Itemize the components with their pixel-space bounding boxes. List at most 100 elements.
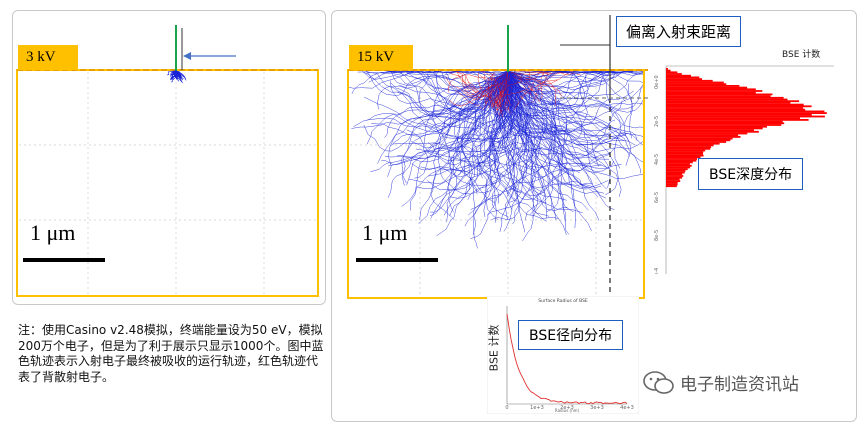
footnote: 注：使用Casino v2.48模拟，终端能量设为50 eV，模拟200万个电子… — [18, 323, 324, 384]
backscattered-trajectory — [507, 71, 563, 97]
absorbed-trajectory — [507, 71, 622, 197]
absorbed-trajectory — [507, 71, 560, 225]
depth-histogram-bar — [666, 141, 727, 143]
absorbed-trajectory — [507, 71, 604, 112]
depth-histogram-bar — [666, 74, 691, 77]
depth-histogram-bar — [666, 105, 812, 108]
absorbed-trajectory — [371, 71, 511, 136]
depth-histogram-bar — [666, 134, 739, 137]
absorbed-trajectory — [468, 71, 509, 194]
absorbed-trajectory — [417, 71, 509, 83]
radial-chart-title: Surface Radius of BSE — [538, 298, 588, 304]
depth-histogram-bar — [666, 120, 783, 123]
depth-histogram-bar — [666, 144, 714, 147]
depth-histogram-bar — [666, 154, 704, 157]
absorbed-trajectory — [507, 71, 643, 163]
right-voltage-label: 15 kV — [349, 45, 413, 70]
depth-histogram-bar — [666, 76, 700, 79]
absorbed-trajectory — [384, 71, 509, 138]
backscattered-trajectory — [448, 71, 509, 107]
depth-histogram-bar — [666, 168, 688, 171]
depth-histogram-bar — [666, 69, 671, 72]
watermark-text: 电子制造资讯站 — [680, 374, 799, 395]
absorbed-trajectory — [492, 71, 547, 203]
depth-histogram-bar — [666, 136, 741, 138]
absorbed-trajectory — [501, 71, 551, 198]
depth-histogram-bar — [666, 125, 767, 128]
depth-histogram-bar — [666, 90, 763, 92]
depth-histogram-bar — [666, 119, 809, 121]
depth-histogram-bar — [666, 96, 784, 99]
absorbed-trajectory — [506, 71, 625, 158]
absorbed-trajectory — [470, 71, 509, 239]
absorbed-trajectory — [414, 71, 509, 179]
absorbed-trajectory — [507, 71, 643, 113]
absorbed-trajectory — [488, 71, 511, 218]
absorbed-trajectory — [470, 71, 509, 210]
absorbed-trajectory — [418, 71, 509, 224]
absorbed-trajectory — [507, 71, 633, 95]
absorbed-trajectory — [507, 71, 545, 194]
radial-chart-xlabel: Radius (nm) — [555, 408, 580, 413]
depth-chart-title: BSE 计数 — [782, 48, 820, 60]
depth-histogram-bar — [666, 88, 756, 91]
depth-histogram-bar — [666, 108, 806, 111]
depth-tick-label: 0e+0 — [654, 75, 660, 89]
absorbed-trajectory — [507, 71, 617, 91]
depth-histogram-bar — [666, 185, 677, 188]
absorbed-trajectory — [507, 71, 619, 196]
radial-chart-ticks: 0 1e+3 2e+3 3e+3 4e+3 — [505, 405, 633, 411]
bse-depth-chart: BSE 计数 0e+0 2e-5 4e-5 6e-5 8e-5 1e-4 — [650, 44, 850, 274]
radial-tick-label: 4e+3 — [620, 405, 634, 411]
absorbed-trajectory — [507, 71, 568, 211]
depth-histogram-bar — [666, 117, 800, 120]
depth-histogram-bar — [666, 122, 785, 125]
absorbed-trajectory — [507, 71, 542, 215]
depth-histogram-bar — [666, 159, 697, 162]
depth-histogram-bar — [666, 107, 804, 109]
depth-tick-label: 1e-4 — [654, 268, 660, 274]
depth-histogram-bar — [666, 181, 678, 184]
depth-histogram-bar — [666, 149, 706, 152]
depth-histogram — [666, 68, 827, 188]
absorbed-trajectory — [507, 71, 643, 104]
absorbed-trajectory — [437, 71, 509, 195]
depth-histogram-bar — [666, 164, 692, 167]
depth-histogram-bar — [666, 180, 681, 182]
depth-histogram-bar — [666, 113, 812, 116]
absorbed-trajectory — [496, 71, 626, 145]
absorbed-trajectory — [363, 71, 509, 152]
backscattered-trajectory — [496, 71, 523, 108]
depth-histogram-bar — [666, 173, 683, 176]
absorbed-trajectory — [503, 71, 543, 200]
depth-histogram-bar — [666, 103, 804, 106]
depth-histogram-bar — [666, 129, 754, 131]
absorbed-trajectory — [507, 71, 600, 221]
depth-histogram-bar — [666, 91, 756, 94]
absorbed-trajectory — [507, 71, 633, 139]
depth-tick-label: 2e-5 — [654, 116, 660, 127]
absorbed-trajectory — [507, 71, 634, 135]
depth-histogram-bar — [666, 156, 701, 159]
depth-histogram-bar — [666, 95, 771, 97]
depth-histogram-bar — [666, 83, 727, 86]
left-trajectory — [172, 70, 178, 77]
radial-tick-label: 3e+3 — [590, 405, 604, 411]
absorbed-trajectory — [402, 71, 509, 186]
depth-histogram-bar — [666, 146, 712, 148]
depth-histogram-bar — [666, 171, 685, 174]
absorbed-trajectory — [380, 71, 509, 111]
absorbed-trajectory — [365, 71, 509, 96]
depth-histogram-bar — [666, 130, 759, 133]
depth-histogram-bar — [666, 158, 697, 160]
radial-chart-ylabel: BSE 计数 — [487, 324, 501, 372]
absorbed-trajectory — [391, 71, 509, 146]
absorbed-trajectory — [458, 71, 539, 176]
depth-histogram-bar — [666, 153, 703, 155]
depth-histogram-bar — [666, 142, 720, 145]
left-interaction-volume — [166, 70, 187, 84]
depth-histogram-bar — [666, 137, 733, 140]
depth-histogram-bar — [666, 81, 724, 84]
left-arrow-head — [183, 52, 191, 60]
